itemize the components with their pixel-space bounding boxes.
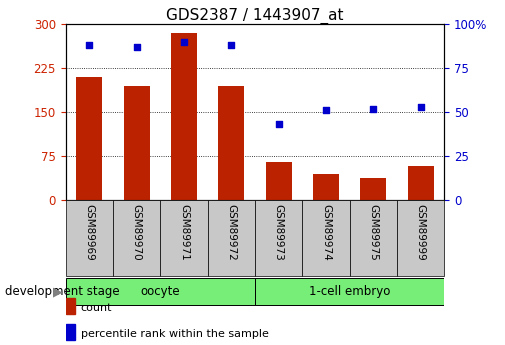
Text: GSM89969: GSM89969 [84,204,94,260]
Text: count: count [81,303,112,313]
Point [133,44,141,50]
Bar [349,200,397,276]
Bar [66,277,255,306]
Bar [361,178,386,200]
Bar [66,298,75,314]
Bar [66,200,113,276]
Text: GSM89975: GSM89975 [368,204,378,260]
Text: 1-cell embryo: 1-cell embryo [309,285,390,298]
Bar [302,200,349,276]
Text: development stage: development stage [5,285,120,298]
Text: GSM89972: GSM89972 [226,204,236,260]
Bar [124,86,149,200]
Bar [171,33,197,200]
Bar [255,277,444,306]
Text: percentile rank within the sample: percentile rank within the sample [81,329,269,338]
Bar [76,77,103,200]
Text: GSM89971: GSM89971 [179,204,189,260]
Bar [161,200,208,276]
Point [85,42,93,48]
Point [180,39,188,45]
Bar [397,200,444,276]
Bar [266,162,292,200]
Text: GSM89999: GSM89999 [416,204,426,260]
Point [227,42,235,48]
Point [369,106,377,111]
Bar [408,166,434,200]
Point [275,122,283,127]
Bar [218,86,244,200]
Bar [113,200,161,276]
Title: GDS2387 / 1443907_at: GDS2387 / 1443907_at [166,8,344,24]
Bar [255,200,302,276]
Bar [313,174,339,200]
Text: GSM89974: GSM89974 [321,204,331,260]
Text: oocyte: oocyte [140,285,180,298]
Point [417,104,425,110]
Text: GSM89970: GSM89970 [132,204,142,260]
Point [322,108,330,113]
Text: GSM89973: GSM89973 [274,204,284,260]
Bar [66,324,75,340]
Text: ▶: ▶ [53,285,63,298]
Bar [208,200,255,276]
